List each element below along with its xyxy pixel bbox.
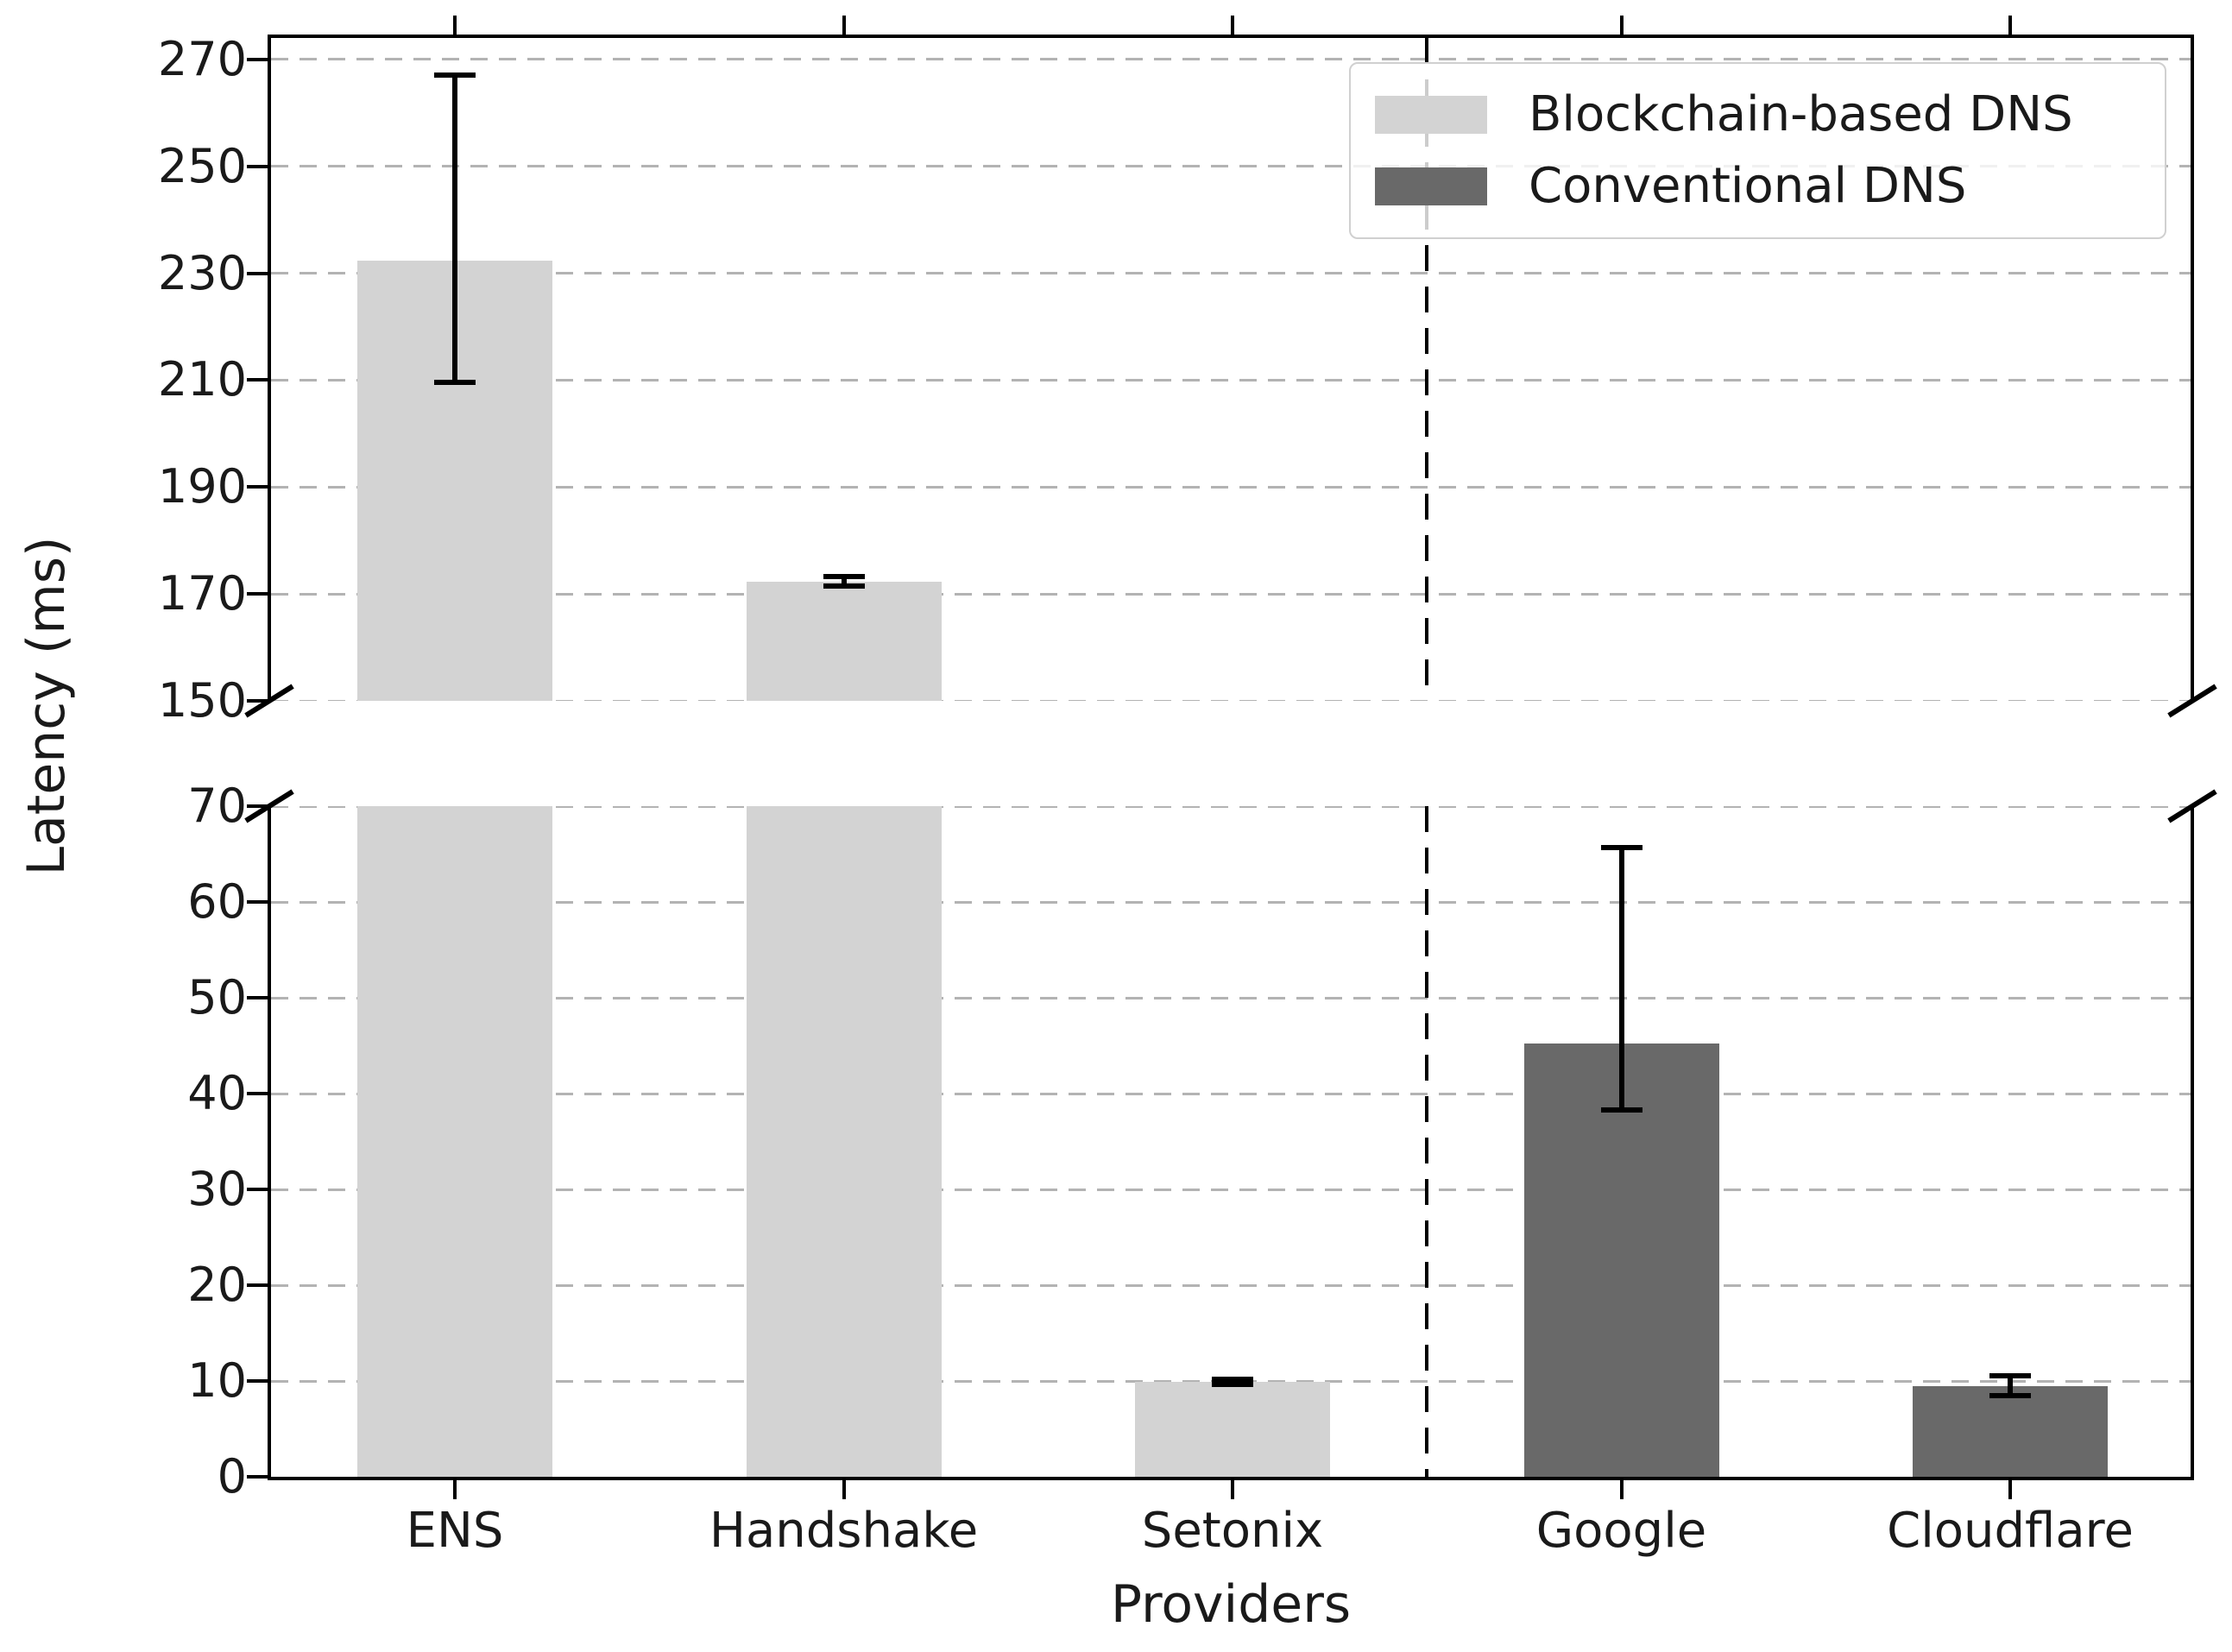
- y-tick-label-230: 230: [157, 245, 247, 300]
- x-tick-label-ens: ENS: [406, 1503, 504, 1559]
- y-tick-label-20: 20: [187, 1258, 247, 1312]
- x-top-tick-cloudflare: [2008, 16, 2012, 35]
- gridline-y-230: [271, 272, 2191, 275]
- y-tick-label-0: 0: [217, 1449, 247, 1504]
- x-tick-label-google: Google: [1535, 1503, 1707, 1559]
- y-tick-210: [247, 378, 268, 382]
- error-bar-google: [1618, 847, 1624, 1110]
- bar-setonix: [1135, 1382, 1330, 1477]
- y-tick-label-10: 10: [187, 1353, 247, 1408]
- error-bar-handshake: [841, 577, 847, 587]
- legend-label-conventional: Conventional DNS: [1529, 158, 1967, 214]
- bar-cloudflare: [1913, 1385, 2108, 1477]
- gridline-y-70: [271, 806, 2191, 808]
- error-cap-high-cloudflare: [1989, 1373, 2031, 1379]
- x-tick-cloudflare: [2008, 1480, 2012, 1499]
- gridline-y-270: [271, 58, 2191, 61]
- y-tick-label-40: 40: [187, 1066, 247, 1120]
- y-tick-label-250: 250: [157, 138, 247, 193]
- gridline-y-210: [271, 378, 2191, 381]
- y-tick-label-50: 50: [187, 970, 247, 1025]
- bar-google: [1523, 1044, 1719, 1477]
- gridline-y-50: [271, 996, 2191, 999]
- error-cap-high-setonix: [1212, 1377, 1253, 1383]
- legend-item-blockchain: Blockchain-based DNS: [1375, 89, 2141, 141]
- x-tick-label-setonix: Setonix: [1141, 1503, 1324, 1559]
- y-tick-label-270: 270: [157, 31, 247, 86]
- error-cap-high-ens: [434, 73, 476, 79]
- legend: Blockchain-based DNS Conventional DNS: [1349, 62, 2166, 239]
- error-cap-high-google: [1600, 844, 1642, 850]
- lower-axis-panel: [268, 806, 2194, 1480]
- error-bar-ens: [452, 75, 457, 383]
- gridline-y-170: [271, 592, 2191, 596]
- error-cap-low-cloudflare: [1989, 1392, 2031, 1398]
- x-tick-handshake: [842, 1480, 846, 1499]
- y-tick-150: [247, 699, 268, 703]
- error-cap-low-setonix: [1212, 1381, 1253, 1387]
- y-tick-270: [247, 57, 268, 61]
- x-tick-google: [1619, 1480, 1624, 1499]
- group-separator-line: [1425, 38, 1429, 701]
- error-cap-low-ens: [434, 380, 476, 386]
- x-top-tick-ens: [453, 16, 457, 35]
- y-tick-50: [247, 996, 268, 999]
- bar-handshake: [746, 581, 942, 701]
- gridline-y-40: [271, 1092, 2191, 1095]
- y-tick-label-170: 170: [157, 566, 247, 621]
- x-tick-label-handshake: Handshake: [709, 1503, 979, 1559]
- x-tick-setonix: [1231, 1480, 1234, 1499]
- y-tick-230: [247, 271, 268, 275]
- group-separator-line: [1425, 806, 1429, 1477]
- y-tick-30: [247, 1188, 268, 1191]
- y-tick-170: [247, 592, 268, 596]
- y-tick-label-210: 210: [157, 352, 247, 407]
- y-tick-190: [247, 485, 268, 489]
- x-tick-ens: [453, 1480, 457, 1499]
- legend-label-blockchain: Blockchain-based DNS: [1529, 86, 2073, 142]
- y-tick-250: [247, 164, 268, 168]
- gridline-y-150: [271, 699, 2191, 701]
- legend-swatch-conventional: [1375, 167, 1487, 205]
- y-tick-10: [247, 1379, 268, 1383]
- bar-ens: [357, 806, 552, 1477]
- x-top-tick-handshake: [842, 16, 846, 35]
- y-tick-40: [247, 1092, 268, 1095]
- upper-axis-panel: [268, 35, 2194, 701]
- y-tick-0: [247, 1475, 268, 1479]
- gridline-y-30: [271, 1188, 2191, 1191]
- error-cap-high-handshake: [823, 574, 865, 580]
- error-bar-cloudflare: [2008, 1376, 2013, 1396]
- error-cap-low-handshake: [823, 583, 865, 590]
- x-axis-label: Providers: [1110, 1574, 1352, 1635]
- gridline-y-250: [271, 165, 2191, 168]
- y-tick-label-190: 190: [157, 459, 247, 514]
- x-top-tick-google: [1619, 16, 1624, 35]
- bar-handshake: [746, 806, 942, 1477]
- x-top-tick-setonix: [1231, 16, 1234, 35]
- y-tick-20: [247, 1283, 268, 1287]
- y-tick-70: [247, 804, 268, 808]
- y-tick-label-60: 60: [187, 874, 247, 929]
- y-tick-60: [247, 900, 268, 904]
- gridline-y-20: [271, 1283, 2191, 1287]
- gridline-y-60: [271, 900, 2191, 904]
- legend-item-conventional: Conventional DNS: [1375, 161, 2141, 212]
- y-tick-label-150: 150: [157, 673, 247, 728]
- gridline-y-190: [271, 485, 2191, 489]
- x-tick-label-cloudflare: Cloudflare: [1887, 1503, 2134, 1559]
- y-tick-label-30: 30: [187, 1162, 247, 1216]
- legend-swatch-blockchain: [1375, 96, 1487, 134]
- error-cap-low-google: [1600, 1107, 1642, 1113]
- y-tick-label-70: 70: [187, 779, 247, 833]
